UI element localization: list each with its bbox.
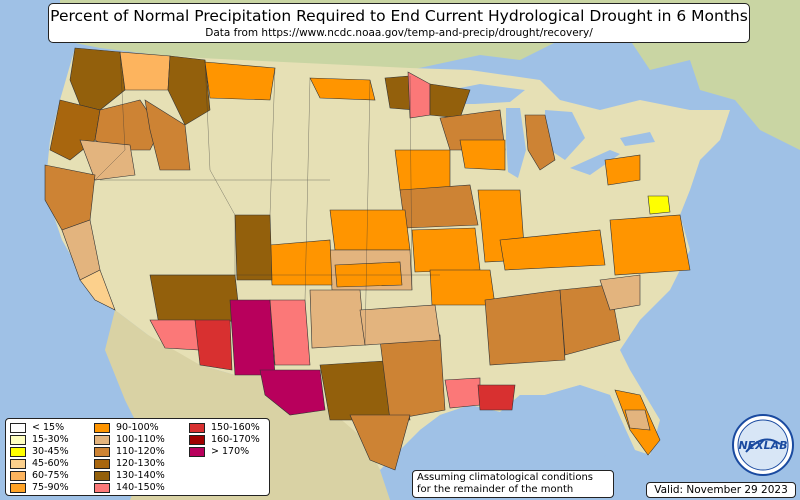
legend-item: 140-150% bbox=[94, 482, 189, 494]
region-ut bbox=[234, 214, 273, 281]
region-mo bbox=[411, 227, 481, 273]
legend-label: 30-45% bbox=[32, 446, 69, 457]
region-nm-magenta bbox=[229, 299, 276, 376]
nexlab-logo: NEXLAB bbox=[732, 414, 794, 476]
region-la-red bbox=[477, 384, 516, 411]
region-nm-pink bbox=[269, 299, 311, 366]
legend-item: 110-120% bbox=[94, 446, 189, 458]
legend-item: 15-30% bbox=[10, 434, 94, 446]
legend-label: 15-30% bbox=[32, 434, 69, 445]
region-tn-ky bbox=[499, 229, 606, 271]
region-pa bbox=[604, 154, 641, 186]
assumption-note: Assuming climatological conditions for t… bbox=[412, 470, 614, 498]
region-ca-south bbox=[79, 269, 116, 311]
lake-ontario bbox=[620, 132, 655, 146]
logo-text: NEXLAB bbox=[738, 439, 787, 452]
legend-item: 130-140% bbox=[94, 470, 189, 482]
lake-michigan bbox=[506, 108, 526, 178]
legend-label: 90-100% bbox=[116, 422, 159, 433]
legend-swatch bbox=[94, 435, 110, 445]
legend-label: 110-120% bbox=[116, 446, 165, 457]
region-tx-west bbox=[259, 369, 326, 416]
legend-swatch bbox=[10, 471, 26, 481]
lake-erie bbox=[570, 150, 620, 175]
legend-swatch bbox=[94, 447, 110, 457]
legend-swatch bbox=[10, 435, 26, 445]
legend-swatch bbox=[10, 459, 26, 469]
legend-item: 100-110% bbox=[94, 434, 189, 446]
region-ks-orange bbox=[334, 261, 403, 288]
note-line-2: for the remainder of the month bbox=[417, 484, 574, 495]
region-la bbox=[444, 377, 481, 409]
legend-item: 150-160% bbox=[189, 422, 269, 434]
legend-swatch bbox=[10, 423, 26, 433]
legend-item: 90-100% bbox=[94, 422, 189, 434]
legend-swatch bbox=[189, 423, 205, 433]
region-tx-east bbox=[379, 334, 446, 421]
legend-swatch bbox=[10, 447, 26, 457]
legend: < 15% 15-30% 30-45% 45-60% 60-75% 75-90% 90-10… bbox=[5, 418, 270, 496]
region-nd-east bbox=[309, 77, 376, 101]
legend-item: < 15% bbox=[10, 422, 94, 434]
legend-swatch bbox=[94, 471, 110, 481]
region-ia bbox=[399, 184, 479, 229]
region-sc bbox=[599, 274, 641, 311]
region-ms-al bbox=[484, 289, 566, 366]
legend-item: 160-170% bbox=[189, 434, 269, 446]
legend-item: 30-45% bbox=[10, 446, 94, 458]
legend-swatch bbox=[189, 447, 205, 457]
region-va-nc bbox=[609, 214, 691, 276]
region-mi bbox=[524, 114, 556, 171]
legend-label: 150-160% bbox=[211, 422, 260, 433]
region-ga bbox=[559, 284, 621, 356]
region-ne bbox=[329, 209, 411, 251]
legend-label: 75-90% bbox=[32, 482, 69, 493]
state-lines bbox=[94, 51, 440, 346]
region-az-red bbox=[194, 319, 233, 371]
legend-swatch bbox=[94, 483, 110, 493]
legend-swatch bbox=[94, 459, 110, 469]
region-wa-east bbox=[119, 51, 171, 91]
legend-label: 60-75% bbox=[32, 470, 69, 481]
region-co-east bbox=[269, 239, 333, 286]
legend-item: 75-90% bbox=[10, 482, 94, 494]
valid-date: Valid: November 29 2023 bbox=[646, 482, 796, 498]
lake-huron bbox=[545, 110, 585, 160]
map-subtitle: Data from https://www.ncdc.noaa.gov/temp… bbox=[205, 27, 593, 39]
legend-label: 140-150% bbox=[116, 482, 165, 493]
region-ok bbox=[359, 304, 441, 346]
legend-item: 120-130% bbox=[94, 458, 189, 470]
legend-label: < 15% bbox=[32, 422, 65, 433]
map-title: Percent of Normal Precipitation Required… bbox=[50, 7, 748, 25]
legend-swatch bbox=[10, 483, 26, 493]
legend-label: 120-130% bbox=[116, 458, 165, 469]
legend-label: > 170% bbox=[211, 446, 250, 457]
legend-item: > 170% bbox=[189, 446, 269, 458]
legend-swatch bbox=[189, 435, 205, 445]
region-idaho-north bbox=[167, 55, 211, 126]
legend-label: 130-140% bbox=[116, 470, 165, 481]
note-line-1: Assuming climatological conditions bbox=[417, 472, 593, 483]
title-box: Percent of Normal Precipitation Required… bbox=[48, 3, 750, 43]
drought-regions bbox=[44, 47, 691, 471]
legend-swatch bbox=[94, 423, 110, 433]
region-md-yellow bbox=[647, 195, 671, 215]
region-wi-orange bbox=[459, 139, 506, 171]
region-mn-south bbox=[394, 149, 451, 191]
region-or-central bbox=[94, 99, 161, 151]
legend-label: 45-60% bbox=[32, 458, 69, 469]
legend-item: 45-60% bbox=[10, 458, 94, 470]
legend-label: 100-110% bbox=[116, 434, 165, 445]
region-tx-south bbox=[349, 414, 411, 471]
region-fl-tan bbox=[624, 409, 651, 431]
region-idaho-south bbox=[144, 99, 191, 171]
region-or-south bbox=[79, 139, 136, 181]
region-tx-panhandle bbox=[309, 289, 366, 349]
legend-label: 160-170% bbox=[211, 434, 260, 445]
region-mt-north bbox=[204, 61, 276, 101]
legend-item: 60-75% bbox=[10, 470, 94, 482]
